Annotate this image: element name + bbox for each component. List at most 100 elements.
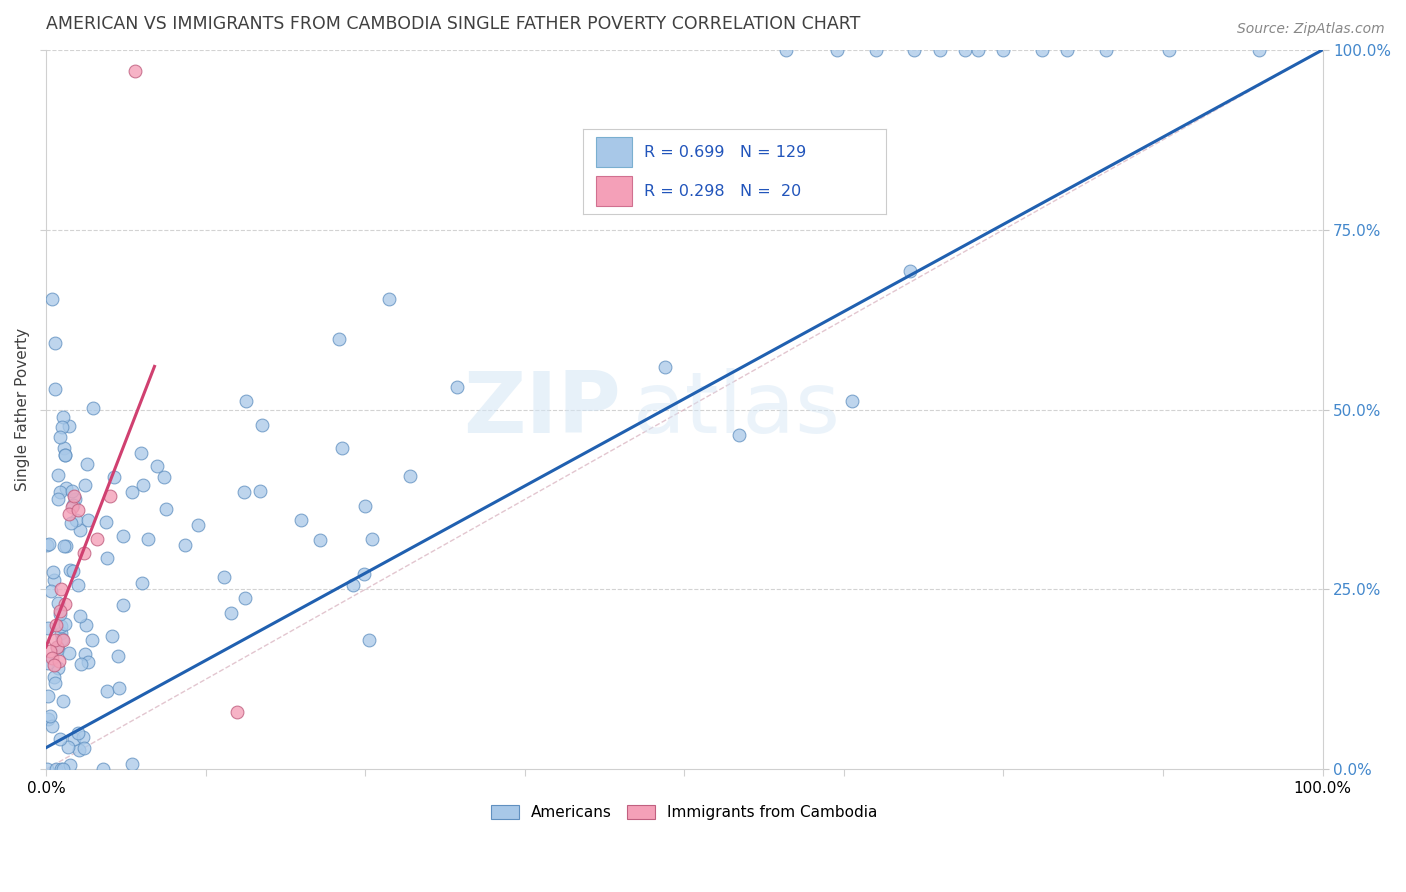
Point <box>37 689 59 703</box>
Point <box>49 604 72 618</box>
Point <box>67 743 90 757</box>
Text: R = 0.298   N =  20: R = 0.298 N = 20 <box>644 184 801 199</box>
Point <box>44 670 66 684</box>
Point <box>72 730 94 744</box>
Point <box>1094 43 1116 57</box>
Point <box>903 43 925 57</box>
Point <box>993 43 1015 57</box>
Point <box>69 523 91 537</box>
Point <box>58 757 80 772</box>
Point <box>53 448 76 462</box>
Y-axis label: Single Father Poverty: Single Father Poverty <box>15 328 30 491</box>
Point <box>41 650 63 665</box>
Point <box>103 470 125 484</box>
Point <box>41 292 63 306</box>
Point <box>290 513 312 527</box>
Point <box>226 705 249 719</box>
Point <box>51 582 73 597</box>
Point <box>44 382 66 396</box>
FancyBboxPatch shape <box>596 176 631 206</box>
Point <box>129 446 152 460</box>
Point <box>361 533 384 547</box>
Point <box>42 657 65 672</box>
Point <box>235 393 257 408</box>
Point <box>107 649 129 664</box>
Point <box>145 459 167 474</box>
Point <box>446 380 468 394</box>
Point <box>841 394 863 409</box>
Point <box>51 619 73 633</box>
Point <box>46 468 69 483</box>
Point <box>56 739 79 754</box>
Point <box>155 502 177 516</box>
Text: AMERICAN VS IMMIGRANTS FROM CAMBODIA SINGLE FATHER POVERTY CORRELATION CHART: AMERICAN VS IMMIGRANTS FROM CAMBODIA SIN… <box>46 15 860 33</box>
Point <box>66 578 89 592</box>
Point <box>967 43 990 57</box>
Text: ZIP: ZIP <box>463 368 620 451</box>
Point <box>928 43 950 57</box>
Point <box>86 532 108 546</box>
Point <box>131 576 153 591</box>
Point <box>45 618 67 632</box>
Point <box>121 485 143 500</box>
Point <box>46 641 69 656</box>
Point <box>63 732 86 747</box>
Point <box>249 483 271 498</box>
Point <box>49 625 72 640</box>
Point <box>1056 43 1078 57</box>
Point <box>58 563 80 577</box>
Point <box>75 478 97 492</box>
Point <box>55 540 77 554</box>
Point <box>37 621 59 635</box>
Point <box>219 606 242 620</box>
Point <box>63 492 86 507</box>
Point <box>121 756 143 771</box>
Point <box>75 617 97 632</box>
Point <box>152 470 174 484</box>
Point <box>76 457 98 471</box>
Point <box>38 708 60 723</box>
Point <box>73 740 96 755</box>
Point <box>39 584 62 599</box>
Point <box>132 478 155 492</box>
Point <box>37 656 59 670</box>
Point <box>44 632 66 647</box>
Point <box>108 681 131 695</box>
Point <box>48 430 70 444</box>
Point <box>111 599 134 613</box>
Point <box>330 441 353 455</box>
Point <box>52 632 75 647</box>
Point <box>53 597 76 611</box>
Point <box>898 264 921 278</box>
Point <box>728 428 751 442</box>
Point <box>378 293 401 307</box>
Point <box>96 515 118 529</box>
Point <box>1247 43 1270 57</box>
Point <box>46 492 69 507</box>
Point <box>49 485 72 500</box>
Point <box>354 499 377 513</box>
Point <box>101 629 124 643</box>
Point <box>55 481 77 495</box>
Point <box>66 503 89 517</box>
Point <box>52 410 75 425</box>
Point <box>46 640 69 654</box>
Point <box>51 694 73 708</box>
Point <box>46 640 69 654</box>
Point <box>76 655 98 669</box>
Point <box>775 43 797 57</box>
Legend: Americans, Immigrants from Cambodia: Americans, Immigrants from Cambodia <box>485 799 883 826</box>
Point <box>91 762 114 776</box>
Point <box>48 654 70 668</box>
Point <box>73 546 96 560</box>
Point <box>695 197 717 211</box>
Text: R = 0.699   N = 129: R = 0.699 N = 129 <box>644 145 806 160</box>
Point <box>51 762 73 776</box>
Point <box>60 483 83 498</box>
Point <box>865 43 887 57</box>
Point <box>42 574 65 588</box>
Point <box>654 359 676 374</box>
Point <box>98 489 121 503</box>
Point <box>62 564 84 578</box>
Point <box>44 675 66 690</box>
